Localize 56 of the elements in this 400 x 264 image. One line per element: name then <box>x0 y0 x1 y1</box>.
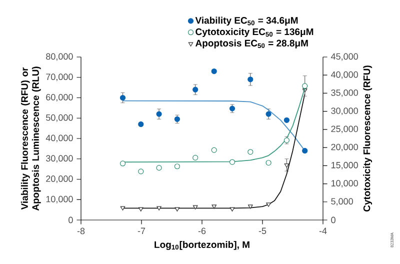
point <box>192 205 198 210</box>
point <box>248 204 253 209</box>
legend-label: Cytotoxicity EC$_{50}$ = 136μM <box>196 28 314 38</box>
point <box>266 111 272 117</box>
point <box>156 111 162 117</box>
y2-tick-label: 20,000 <box>331 144 358 152</box>
y-tick-label: 30,000 <box>46 155 73 163</box>
y-tick-label: 10,000 <box>46 196 73 204</box>
x-tick-label: -5 <box>258 228 266 234</box>
point <box>284 163 290 168</box>
point <box>192 86 198 92</box>
y-tick-label: 60,000 <box>46 94 73 102</box>
x-tick-label: -8 <box>77 228 85 234</box>
legend-label: Viability EC$_{50}$ = 34.6μM <box>195 16 298 26</box>
x-tick-label: -4 <box>319 228 327 234</box>
y2-tick-label: 15,000 <box>331 162 358 170</box>
point <box>212 204 216 209</box>
point <box>120 160 126 166</box>
point <box>120 94 126 101</box>
point <box>248 149 254 155</box>
x-tick-label: -7 <box>138 228 146 234</box>
y2-tick-label: 25,000 <box>331 126 358 134</box>
y2-tick-label: 10,000 <box>331 180 358 188</box>
point <box>138 168 144 174</box>
point <box>302 83 308 89</box>
y-tick-label: 80,000 <box>46 53 73 61</box>
y2-tick-label: 0 <box>331 216 336 224</box>
point <box>229 159 236 165</box>
point <box>138 121 144 128</box>
y2-tick-label: 35,000 <box>331 89 358 97</box>
point <box>266 160 272 166</box>
y2-axis-title: Cytotoxicity Fluorescence (RFU) <box>363 66 372 212</box>
y-tick-label: 50,000 <box>46 114 73 122</box>
x-tick-label: -6 <box>198 228 206 234</box>
y-tick-label: 20,000 <box>46 176 73 183</box>
point <box>192 154 198 160</box>
point <box>266 202 271 207</box>
point <box>174 116 180 122</box>
y-axis-title: Viability Fluorescence (RFU) or Apoptosis Luminescence (RLU) <box>20 66 41 211</box>
point <box>284 117 290 123</box>
point <box>156 165 162 171</box>
point <box>174 164 180 170</box>
point <box>211 147 217 153</box>
point <box>248 76 254 82</box>
y-tick-label: 0 <box>68 216 73 224</box>
point <box>174 207 180 212</box>
y2-tick-label: 40,000 <box>331 71 358 79</box>
y-tick-label: 40,000 <box>46 134 73 142</box>
y-tick-label: 70,000 <box>46 74 73 82</box>
legend-label: Apoptosis EC$_{50}$ = 28.8μM <box>195 40 308 48</box>
y2-tick-label: 5,000 <box>331 198 353 206</box>
point <box>302 148 308 154</box>
y2-tick-label: 30,000 <box>331 108 358 116</box>
y2-tick-label: 45,000 <box>331 53 358 61</box>
point <box>211 68 217 74</box>
x-axis-title: Log$_{10}$[bortezomib], M <box>154 241 250 250</box>
